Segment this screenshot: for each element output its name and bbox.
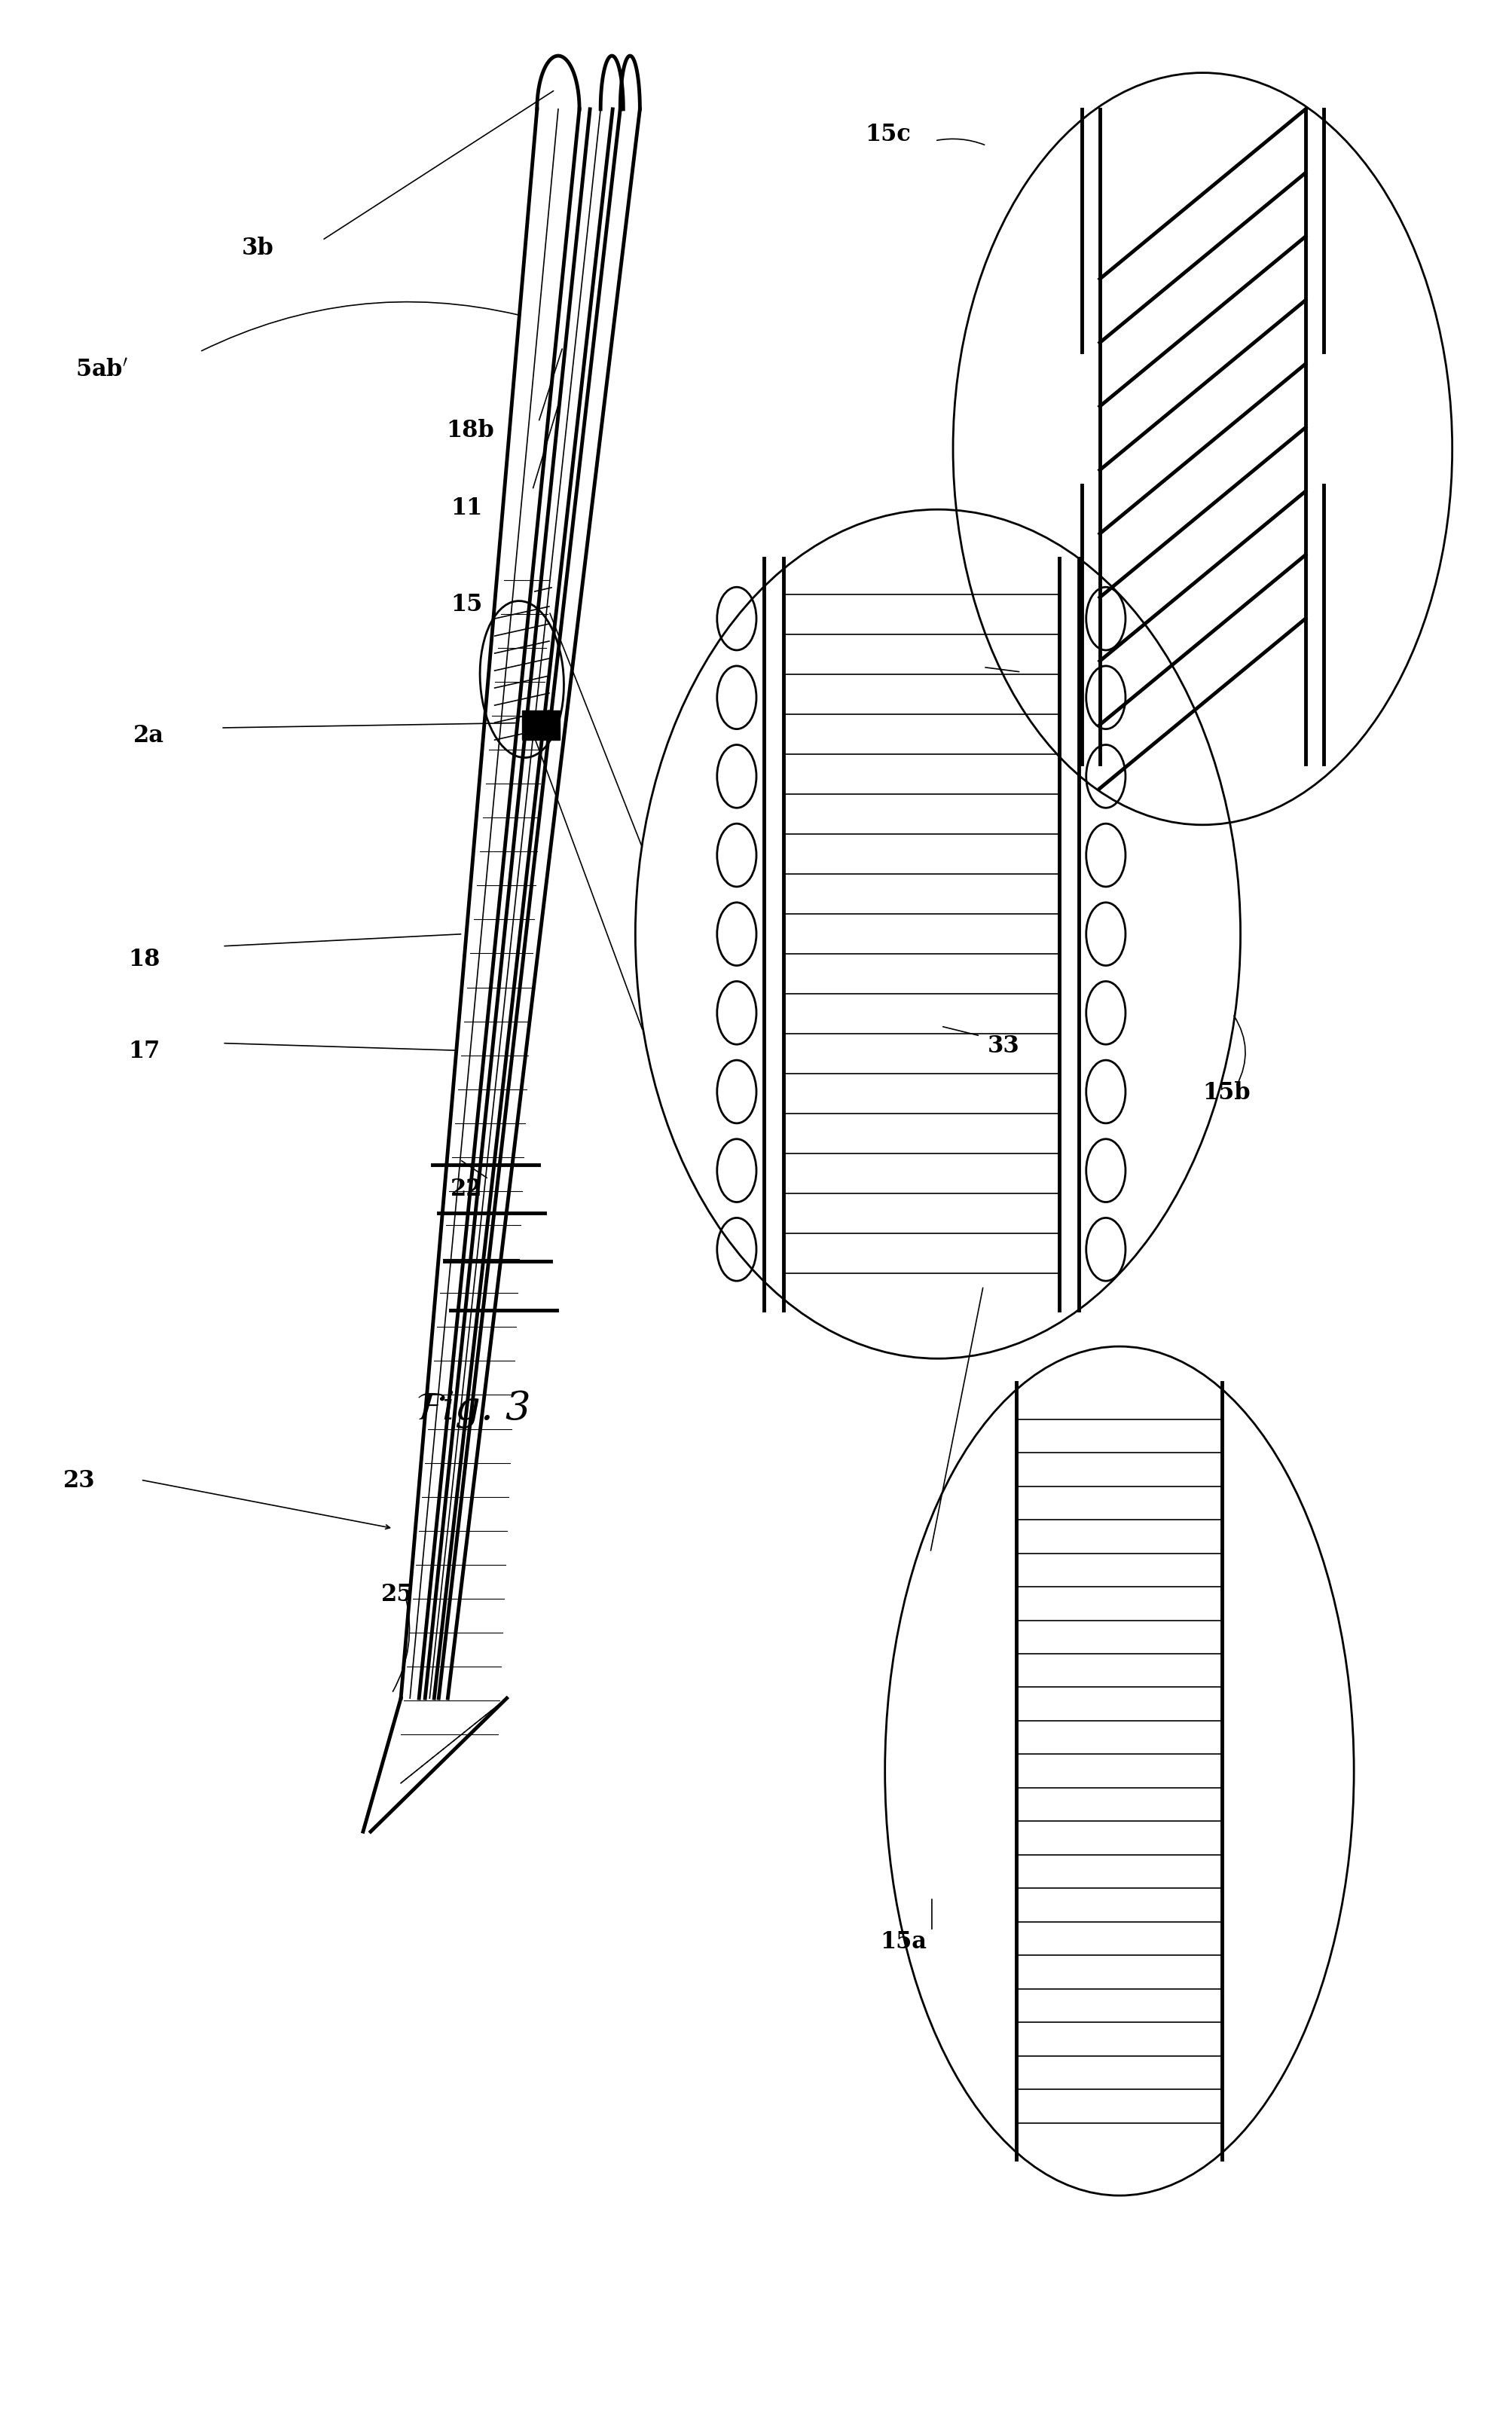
- Text: 11: 11: [451, 497, 482, 519]
- Text: 18b: 18b: [446, 420, 494, 442]
- Text: 5ab$'$: 5ab$'$: [76, 359, 129, 381]
- Text: 33: 33: [987, 1036, 1019, 1058]
- Bar: [522, 711, 559, 740]
- Text: 23: 23: [64, 1470, 95, 1492]
- Text: 3b: 3b: [242, 238, 274, 260]
- Text: 25: 25: [381, 1584, 413, 1606]
- Text: 15c: 15c: [865, 124, 910, 146]
- Text: 22: 22: [451, 1179, 482, 1201]
- Text: 15b: 15b: [1202, 1082, 1250, 1104]
- Text: 18: 18: [129, 949, 160, 970]
- Text: 2a: 2a: [133, 725, 163, 747]
- Text: 15: 15: [451, 594, 482, 616]
- Text: 15a: 15a: [880, 1931, 927, 1953]
- Text: $\mathcal{F}$ig. 3: $\mathcal{F}$ig. 3: [416, 1388, 529, 1429]
- Text: 17: 17: [129, 1041, 160, 1063]
